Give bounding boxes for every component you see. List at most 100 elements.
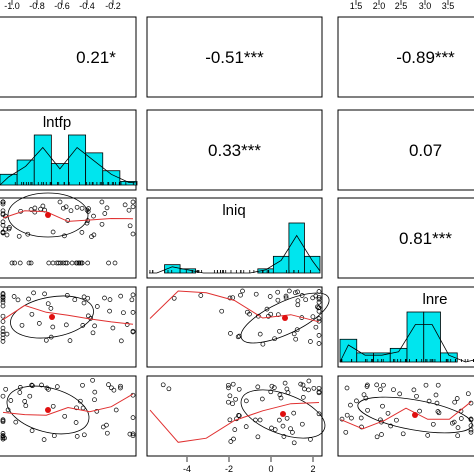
scatter-point-0-36 [0,208,6,214]
center-point-2 [282,315,288,321]
correlation-label-2: -0.89*** [396,48,455,67]
scatter-point-4-35 [227,417,233,423]
scatter-point-1-36 [0,325,6,331]
scatter-point-5-29 [426,398,432,404]
scatter-point-2-43 [295,289,300,295]
scatter-point-4-7 [298,381,304,387]
scatter-point-4-24 [284,415,290,421]
correlation-ellipse-5 [357,396,473,434]
scatter-point-4-20 [259,396,265,402]
scatter-point-5-6 [423,382,429,388]
correlation-label-1: -0.51*** [205,48,264,67]
scatter-point-4-30 [300,382,306,388]
scatter-point-5-24 [354,398,359,404]
scatter-point-1-50 [31,290,36,296]
scatter-point-3-28 [92,389,98,395]
scatter-point-0-15 [130,204,136,210]
scatter-point-4-53 [232,427,238,432]
scatter-point-1-52 [90,330,96,336]
scatter-point-4-15 [278,395,284,401]
variable-label-lntfp: lntfp [43,114,71,131]
scatter-point-1-4 [102,295,107,301]
scatter-point-2-49 [228,331,233,336]
scatter-point-1-15 [94,304,100,309]
scatter-point-1-10 [130,310,136,315]
scatter-point-1-11 [43,337,49,343]
top-tick-label-lntfp-4: -0.2 [105,1,121,11]
scatter-point-4-28 [231,436,236,442]
scatter-point-5-30 [348,402,353,408]
scatter-point-0-49 [0,219,6,225]
scatter-point-4-27 [233,396,238,402]
scatter-point-3-34 [0,436,6,442]
loess-line-4 [149,402,320,443]
panel-frame-r2-c3 [337,197,474,279]
scatter-point-3-49 [100,424,106,430]
scatter-point-1-18 [48,306,54,311]
scatter-point-4-50 [272,427,278,432]
scatter-point-3-29 [13,419,19,425]
scatter-point-0-54 [0,230,6,236]
scatter-point-0-38 [130,199,136,205]
scatter-point-outlier-10 [26,260,32,266]
scatter-point-5-19 [361,392,367,398]
scatter-point-2-39 [266,313,271,319]
scatter-point-4-38 [230,401,235,407]
scatter-point-5-23 [397,391,403,397]
scatter-point-0-52 [50,229,56,235]
loess-line-3 [2,393,134,416]
scatter-point-1-42 [63,322,69,328]
scatter-point-1-38 [121,310,126,316]
scatter-point-5-50 [425,433,431,438]
scatter-point-3-50 [8,398,14,403]
scatter-point-5-13 [436,410,442,416]
scatter-point-2-50 [275,312,281,318]
scatter-point-5-47 [468,429,474,435]
scatter-point-3-46 [0,419,6,425]
scatter-point-5-15 [339,416,345,422]
scatter-point-0-31 [32,209,38,215]
scatter-point-3-33 [94,408,100,414]
scatter-point-4-26 [228,439,234,444]
scatter-point-1-0 [107,297,113,302]
scatter-point-4-12 [268,389,274,395]
scatter-point-4-34 [276,417,282,423]
scatter-point-0-48 [127,223,133,229]
scatter-point-1-3 [118,293,124,299]
scatter-point-2-34 [277,328,282,334]
scatter-point-4-14 [227,393,233,399]
scatter-point-5-40 [455,425,461,430]
scatter-point-5-48 [385,410,391,416]
scatter-point-1-2 [64,293,70,298]
scatter-point-1-47 [0,313,6,319]
scatter-point-4-9 [166,386,172,392]
scatter-point-0-39 [28,207,34,212]
histogram-bar-lntfp-3 [50,163,69,186]
scatter-point-1-46 [4,331,10,337]
scatter-point-1-14 [50,324,56,330]
scatter-point-1-51 [0,299,6,305]
correlation-ellipse-1 [10,295,94,339]
scatter-point-3-17 [130,431,136,437]
histogram-bar-lniq-2 [179,268,197,274]
panels-layer: 0.21* -0.51*** -0.89*** 0.33*** 0.07 0.81*** l… [0,16,474,457]
scatter-point-4-16 [280,423,286,429]
scatter-point-2-52 [316,305,322,311]
scatter-point-4-2 [271,385,277,390]
scatter-point-outlier-12 [63,260,69,266]
scatter-point-3-51 [22,399,28,404]
scatter-point-1-35 [107,308,112,314]
scatter-point-3-52 [29,428,35,433]
scatter-point-outlier-19 [76,260,82,266]
scatter-point-1-26 [19,322,25,328]
scatter-point-4-40 [288,426,293,432]
scatter-point-5-46 [430,421,436,427]
scatter-point-5-2 [374,382,380,388]
histogram-bar-lnre-4 [406,311,425,363]
scatter-point-1-25 [0,329,6,334]
histogram-bar-lnre-3 [389,347,408,363]
scatter-point-0-26 [99,199,105,205]
scatter-point-1-54 [45,301,51,307]
scatter-point-0-17 [16,233,22,239]
scatter-point-0-34 [68,208,74,214]
